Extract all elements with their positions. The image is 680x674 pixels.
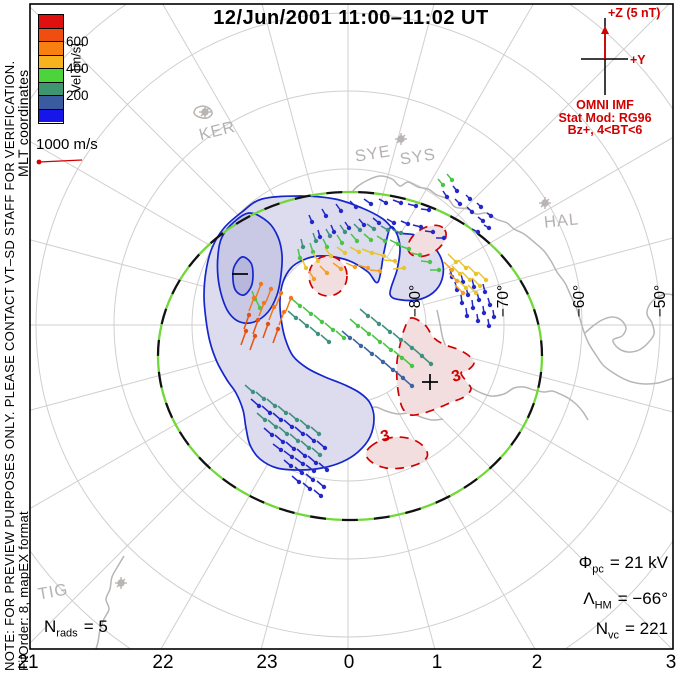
latitude-label: −60° (571, 284, 588, 318)
station-markers (115, 106, 551, 589)
mlt-hour-label: 1 (431, 652, 443, 673)
phi-symbol: Φ (578, 553, 593, 572)
n-vectors-value: = 221 (624, 619, 668, 638)
plot-title: 12/Jun/2001 11:00–11:02 UT (213, 7, 489, 29)
hm-boundary (156, 190, 544, 522)
imf-dial (581, 18, 628, 95)
imf-z-label: +Z (5 nT) (608, 6, 661, 20)
mlt-hour-label: 21 (17, 652, 39, 673)
colorbar-tick: 400 (66, 61, 89, 76)
mlt-hour-label: 2 (531, 652, 543, 673)
colorbar-segment (39, 15, 63, 28)
colorbar-segment (39, 95, 63, 109)
colorbar-segment (39, 81, 63, 95)
colorbar-axis-label: Vel [m/s] (68, 43, 84, 93)
phi-subscript: pc (592, 563, 604, 576)
latitude-label: −70° (495, 284, 512, 318)
n-vectors-annotation: Nvc = 221 (596, 619, 668, 641)
latitude-label: −50° (652, 284, 669, 318)
lambda-value: = −66° (617, 589, 668, 608)
imf-source-label: OMNI IMF (576, 98, 634, 112)
station-label-hal: HAL (543, 210, 580, 232)
mlt-hour-label: 3 (665, 652, 677, 673)
negative-potential-cell (203, 195, 445, 471)
n-vectors-subscript: vc (607, 629, 619, 642)
colorbar-tick: 200 (66, 88, 89, 103)
colorbar-tick: 600 (66, 34, 89, 49)
imf-y-label: +Y (630, 53, 646, 67)
velocity-colorbar (38, 14, 64, 124)
mlt-coordinates-text: MLT coordinates (15, 69, 31, 177)
lambda-subscript: HM (594, 599, 612, 612)
plot-frame (29, 3, 674, 650)
imf-condition-label: Bz+, 4<BT<6 (567, 123, 643, 137)
reference-vector-label: 1000 m/s (36, 136, 98, 153)
colorbar-segment (39, 27, 63, 41)
n-radars-value: = 5 (83, 617, 108, 636)
cell-center-markers (232, 273, 438, 390)
fit-order-text: FitOrder: 8, mapEX format (16, 511, 31, 671)
phi-value: = 21 kV (609, 553, 668, 572)
latitude-label: −80° (407, 284, 424, 318)
cross-polar-potential-annotation: Φpc = 21 kV (579, 553, 668, 575)
n-vectors-symbol: N (595, 619, 608, 638)
colorbar-segment (39, 108, 63, 122)
lambda-symbol: Λ (583, 589, 595, 608)
colorbar-segment (39, 54, 63, 68)
velocity-vectors (240, 173, 497, 499)
imf-model-label: Stat Mod: RG96 (558, 111, 652, 125)
colorbar-segment (39, 41, 63, 55)
mlt-hour-label: 23 (256, 652, 278, 673)
hm-latitude-annotation: ΛHM = −66° (583, 589, 668, 611)
mlt-hour-label: 22 (152, 652, 174, 673)
mlt-hour-label: 0 (343, 652, 355, 673)
n-radars-subscript: rads (56, 627, 78, 640)
reference-vector-glyph (36, 159, 83, 165)
n-radars-symbol: N (44, 617, 57, 636)
n-radars-annotation: Nrads = 5 (44, 617, 108, 639)
colorbar-segment (39, 68, 63, 82)
